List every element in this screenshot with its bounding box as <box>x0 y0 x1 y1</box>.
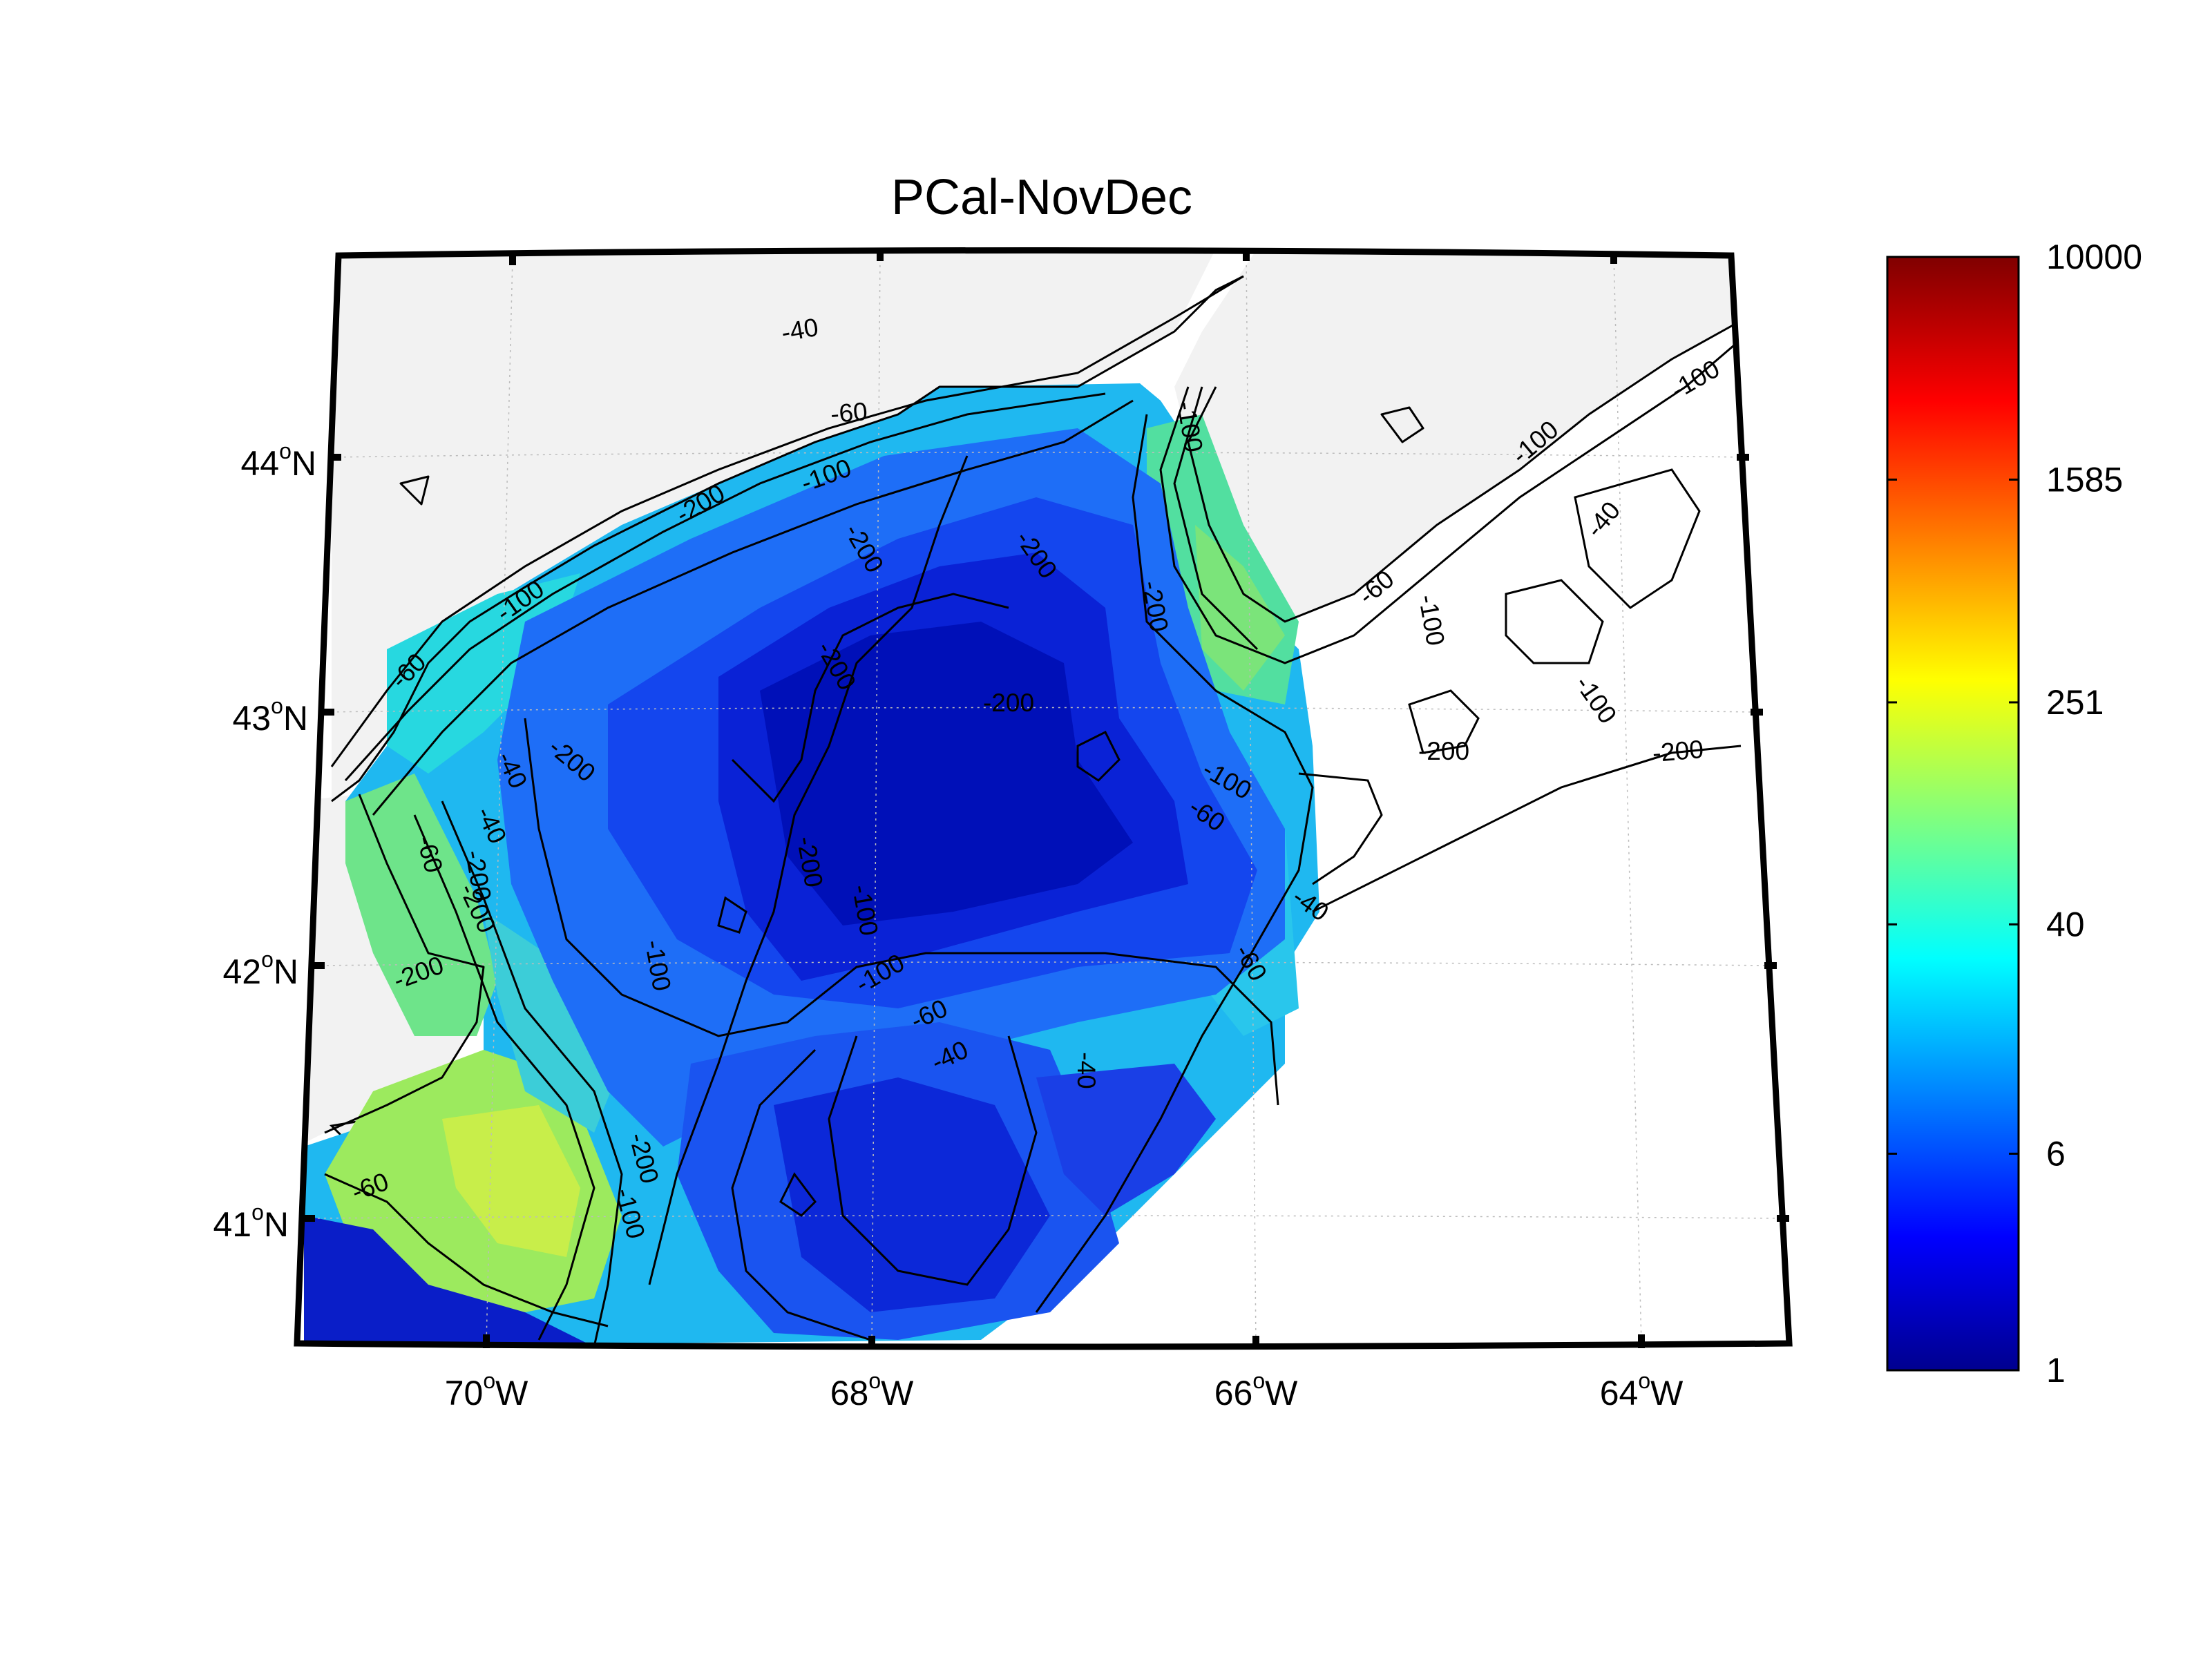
contour-label: -60 <box>829 397 868 429</box>
svg-text:41oN: 41oN <box>213 1200 289 1244</box>
map-area: -40-60-100-200-100-60-40 -200-200-200-200… <box>297 250 1789 1347</box>
coastlines <box>324 275 1735 1134</box>
map-frame <box>294 247 1793 1350</box>
lon-label-64: 64oW <box>1600 1368 1684 1412</box>
colorbar-tick-label: 251 <box>2046 683 2104 722</box>
colorbar-tick-label: 6 <box>2046 1134 2066 1173</box>
contour-label: -200 <box>1418 737 1469 765</box>
svg-text:70oW: 70oW <box>445 1368 528 1412</box>
colorbar: 10000 1585 251 40 6 1 <box>1886 238 2142 1390</box>
svg-text:64oW: 64oW <box>1600 1368 1684 1412</box>
lon-label-66: 66oW <box>1214 1368 1298 1412</box>
svg-text:43oN: 43oN <box>232 693 308 738</box>
lon-label-70: 70oW <box>445 1368 528 1412</box>
lon-label-68: 68oW <box>830 1368 914 1412</box>
svg-text:42oN: 42oN <box>222 947 298 991</box>
contour-label: -200 <box>983 689 1034 717</box>
lat-label-43: 43oN <box>232 693 308 738</box>
colorbar-tick-label: 10000 <box>2046 238 2142 276</box>
data-field <box>304 383 1319 1347</box>
latitude-labels: 44oN 43oN 42oN 41oN <box>213 439 316 1244</box>
colorbar-ticks: 10000 1585 251 40 6 1 <box>1887 238 2142 1390</box>
lat-label-42: 42oN <box>222 947 298 991</box>
svg-text:44oN: 44oN <box>240 439 316 483</box>
colorbar-gradient <box>1886 256 2020 1372</box>
contour-label: -40 <box>1072 1052 1100 1089</box>
colorbar-tick-label: 1 <box>2046 1351 2066 1390</box>
land-nova-scotia <box>1174 250 1741 622</box>
colorbar-tick-label: 40 <box>2046 905 2085 943</box>
longitude-labels: 70oW 68oW 66oW 64oW <box>445 1368 1684 1412</box>
chart-title: PCal-NovDec <box>891 170 1192 225</box>
graticule <box>305 252 1783 1347</box>
colorbar-tick-label: 1585 <box>2046 460 2123 499</box>
bathymetry-contours <box>324 275 1742 1347</box>
contour-label: -200 <box>1651 735 1704 767</box>
svg-text:68oW: 68oW <box>830 1368 914 1412</box>
frame-ticks <box>303 249 1789 1350</box>
contour-label: -40 <box>779 313 821 347</box>
lat-label-44: 44oN <box>240 439 316 483</box>
lat-label-41: 41oN <box>213 1200 289 1244</box>
svg-text:66oW: 66oW <box>1214 1368 1298 1412</box>
